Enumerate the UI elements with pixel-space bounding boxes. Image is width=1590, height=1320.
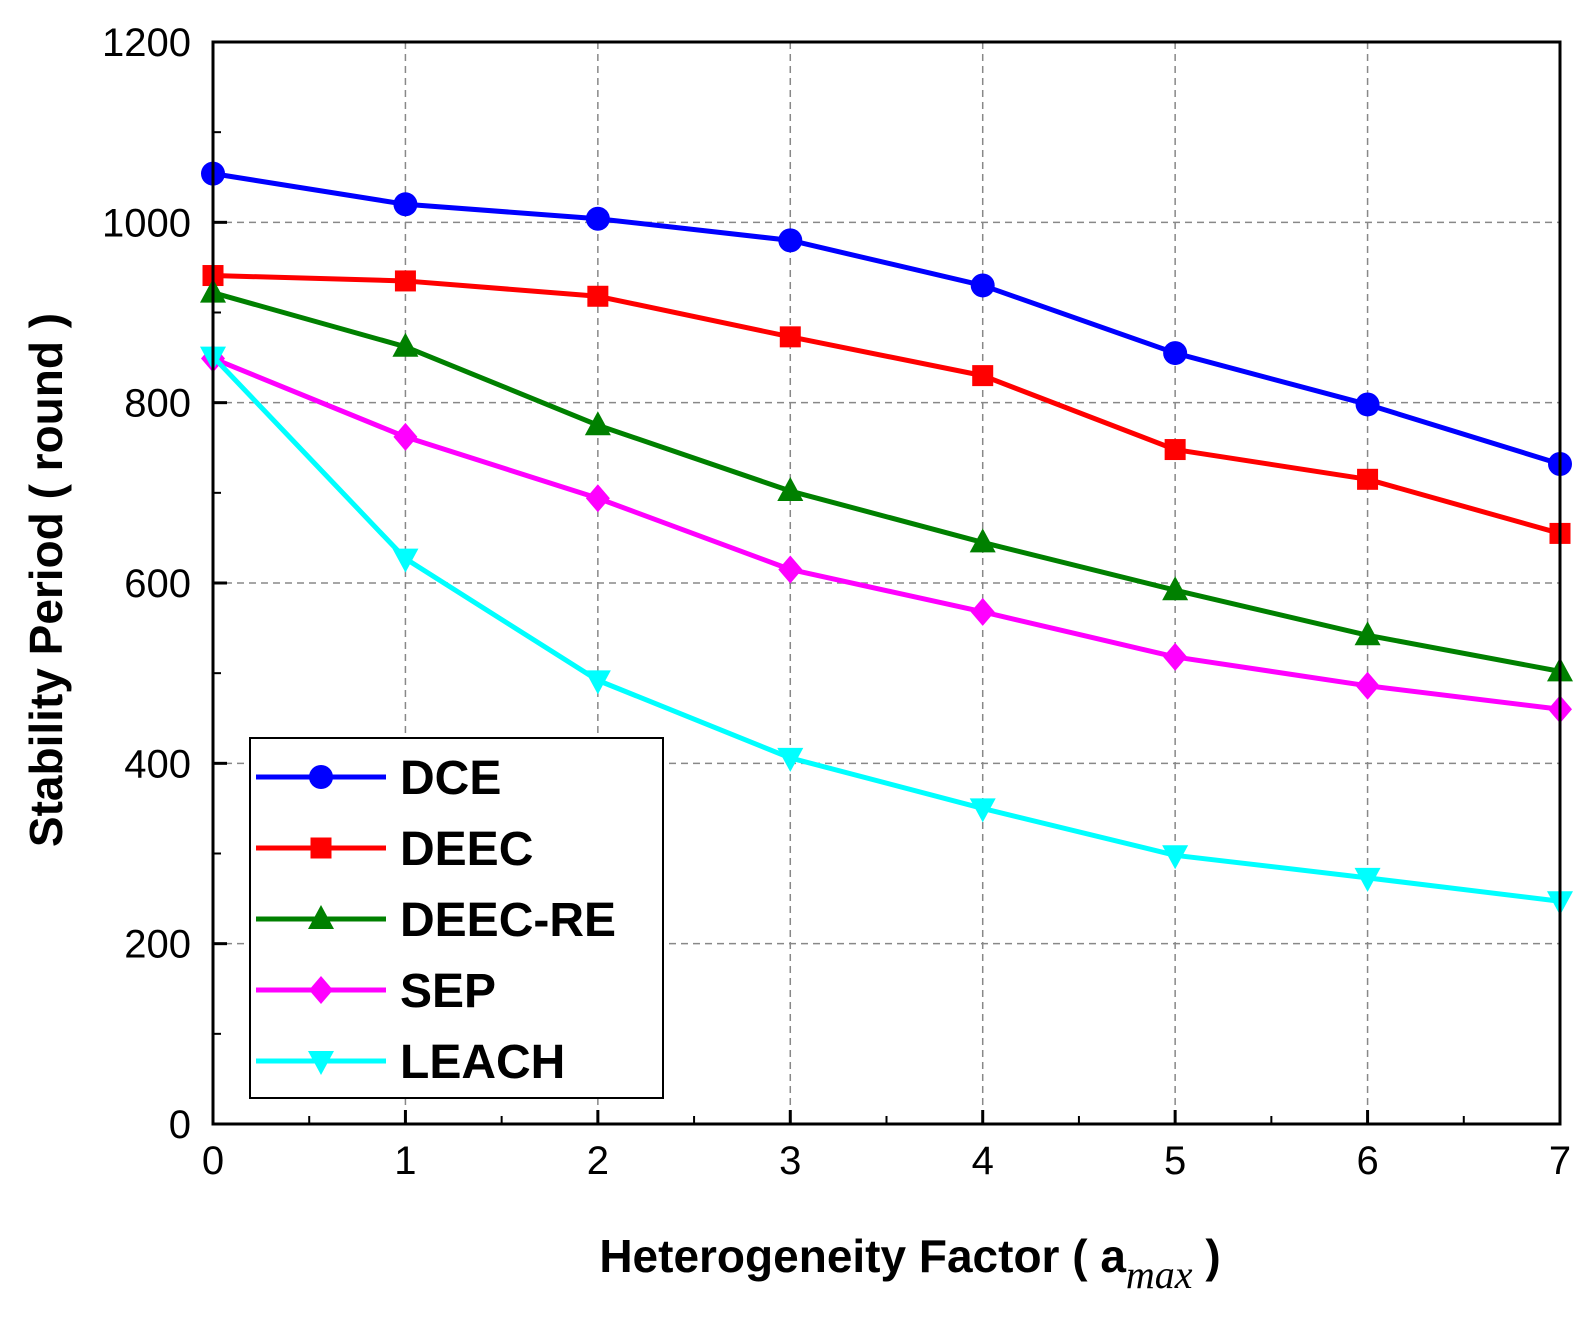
data-point-sep	[585, 484, 610, 513]
data-point-sep	[1163, 642, 1188, 671]
data-point-leach	[1162, 845, 1189, 870]
x-tick-label: 1	[394, 1139, 416, 1183]
x-tick-label: 0	[202, 1139, 224, 1183]
series-layer	[200, 161, 1573, 916]
y-tick-label: 800	[124, 382, 191, 426]
legend-marker-deec-re	[308, 905, 334, 929]
x-tick-label: 6	[1356, 1139, 1378, 1183]
legend-item-deec-re: DEEC-RE	[256, 894, 616, 947]
data-point-leach	[777, 747, 804, 772]
data-point-dce	[393, 192, 418, 217]
data-point-deec-re	[584, 411, 611, 436]
legend: DCE DEEC DEEC-RE SEP LEACH	[249, 737, 664, 1099]
data-point-sep	[393, 422, 418, 451]
data-point-leach	[392, 548, 419, 573]
data-point-sep	[778, 555, 803, 584]
legend-marker-leach	[308, 1051, 334, 1075]
y-tick-labels: 0 200 400 600 800 1000 1200	[102, 21, 191, 1147]
legend-item-deec: DEEC	[256, 823, 533, 876]
data-point-dce	[778, 228, 803, 253]
y-tick-label: 1200	[102, 21, 191, 65]
legend-label-dce: DCE	[400, 752, 501, 805]
data-point-deec	[1357, 468, 1379, 490]
y-tick-label: 400	[124, 742, 191, 786]
series-line-sep	[212, 356, 1561, 712]
x-tick-labels: 0 1 2 3 4 5 6 7	[202, 1139, 1571, 1183]
data-point-dce	[585, 206, 610, 231]
data-point-deec	[587, 285, 609, 307]
legend-label-deec: DEEC	[400, 823, 533, 876]
axis-ticks	[211, 40, 1562, 1126]
series-line-deec-re	[212, 290, 1561, 674]
y-tick-label: 1000	[102, 201, 191, 245]
series-leach	[200, 346, 1573, 916]
y-axis-title: Stability Period ( round )	[20, 313, 72, 847]
x-tick-label: 4	[972, 1139, 994, 1183]
x-axis-title-subscript: max	[1126, 1252, 1193, 1297]
y-tick-label: 200	[124, 923, 191, 967]
legend-item-dce: DCE	[256, 752, 501, 805]
x-axis-title-main: Heterogeneity Factor ( a	[599, 1230, 1126, 1282]
x-tick-label: 2	[587, 1139, 609, 1183]
data-point-dce	[1163, 341, 1188, 366]
x-tick-label: 5	[1164, 1139, 1186, 1183]
data-point-leach	[969, 798, 996, 823]
series-line-deec	[212, 273, 1561, 536]
data-point-deec-re	[392, 332, 419, 357]
legend-item-sep: SEP	[256, 965, 496, 1018]
series-dce	[201, 161, 1572, 476]
data-point-leach	[584, 670, 611, 695]
x-tick-label: 3	[779, 1139, 801, 1183]
legend-marker-dce	[309, 765, 333, 789]
data-point-deec	[779, 326, 801, 348]
data-point-deec	[394, 270, 416, 292]
data-point-sep	[1355, 671, 1380, 700]
legend-label-sep: SEP	[400, 965, 496, 1018]
data-point-dce	[970, 273, 995, 298]
x-axis-title-close: )	[1193, 1230, 1221, 1282]
data-point-deec-re	[969, 528, 996, 553]
data-point-deec-re	[777, 477, 804, 502]
y-tick-label: 600	[124, 562, 191, 606]
legend-item-leach: LEACH	[256, 1036, 565, 1089]
series-deec	[202, 265, 1571, 544]
data-point-deec-re	[1354, 621, 1381, 646]
data-point-deec	[1164, 439, 1186, 461]
data-point-leach	[1354, 867, 1381, 892]
x-tick-label: 7	[1549, 1139, 1571, 1183]
data-point-dce	[1355, 392, 1380, 417]
legend-marker-sep	[309, 976, 333, 1004]
legend-label-deec-re: DEEC-RE	[400, 894, 616, 947]
legend-marker-deec	[310, 837, 332, 859]
x-axis-title: Heterogeneity Factor ( amax )	[599, 1230, 1220, 1297]
legend-label-leach: LEACH	[400, 1036, 565, 1089]
data-point-sep	[970, 597, 995, 626]
y-tick-label: 0	[169, 1103, 191, 1147]
data-point-deec	[972, 365, 994, 387]
series-line-leach	[211, 354, 1561, 904]
data-point-deec-re	[1162, 576, 1189, 601]
series-line-dce	[212, 171, 1561, 467]
series-deec-re	[200, 278, 1573, 682]
